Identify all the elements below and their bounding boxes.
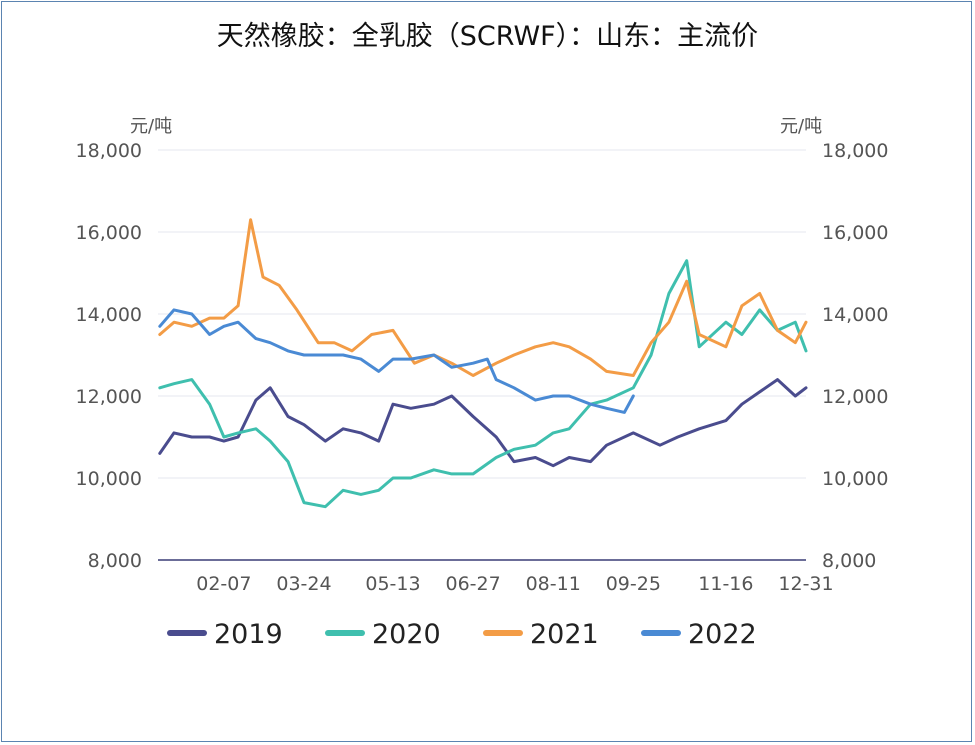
series-lines	[158, 218, 808, 509]
x-tick-label: 02-07	[196, 573, 251, 595]
grid-lines	[158, 149, 806, 479]
y-tick-label-right: 14,000	[822, 304, 888, 326]
series-line-2022	[158, 308, 635, 414]
y-tick-label-left: 14,000	[76, 304, 142, 326]
x-tick-labels: 02-07 03-24 05-13 06-27 08-11 09-25 11-16 12-31	[196, 573, 833, 595]
series-line-2021	[158, 218, 808, 377]
x-tick-label: 08-11	[526, 573, 581, 595]
legend-label-2020: 2020	[372, 619, 441, 650]
y-tick-label-left: 18,000	[76, 140, 142, 162]
y-unit-right: 元/吨	[780, 116, 822, 137]
x-tick-label: 05-13	[365, 573, 420, 595]
y-tick-label-left: 16,000	[76, 222, 142, 244]
series-line-2019	[158, 378, 808, 468]
y-tick-label-right: 18,000	[822, 140, 888, 162]
y-axis-right: 18,000 16,000 14,000 12,000 10,000 8,000 元/吨	[780, 116, 888, 572]
legend: 2019 2020 2021 2022	[167, 619, 757, 650]
legend-label-2019: 2019	[214, 619, 283, 650]
y-tick-label-right: 12,000	[822, 386, 888, 408]
chart-title: 天然橡胶：全乳胶（SCRWF）：山东：主流价	[216, 21, 759, 52]
x-tick-label: 12-31	[778, 573, 833, 595]
y-tick-label-left: 12,000	[76, 386, 142, 408]
x-tick-label: 06-27	[445, 573, 500, 595]
y-unit-left: 元/吨	[130, 116, 172, 137]
x-tick-label: 03-24	[276, 573, 331, 595]
y-tick-label-left: 8,000	[88, 550, 142, 572]
x-tick-label: 11-16	[698, 573, 753, 595]
x-tick-label: 09-25	[606, 573, 661, 595]
y-tick-label-right: 10,000	[822, 468, 888, 490]
y-tick-label-right: 8,000	[822, 550, 876, 572]
y-tick-label-right: 16,000	[822, 222, 888, 244]
y-tick-label-left: 10,000	[76, 468, 142, 490]
series-line-2020	[158, 259, 808, 509]
legend-label-2021: 2021	[530, 619, 599, 650]
y-axis-left: 18,000 16,000 14,000 12,000 10,000 8,000 元/吨	[76, 116, 173, 572]
legend-label-2022: 2022	[688, 619, 757, 650]
